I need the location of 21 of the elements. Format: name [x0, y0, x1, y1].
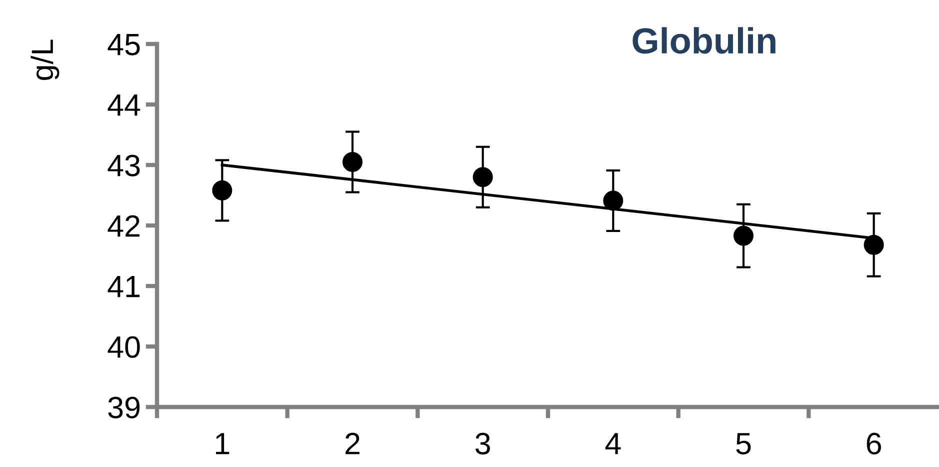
x-tick-label: 5 — [736, 433, 751, 454]
x-tick-label: 1 — [216, 433, 230, 454]
y-tick-label: 39 — [108, 396, 140, 418]
point — [733, 226, 754, 246]
x-tick-label: 4 — [605, 433, 621, 454]
y-tick-label: 40 — [108, 336, 140, 358]
x-tick-label: 2 — [346, 432, 360, 454]
y-axis-title: g/L — [30, 40, 60, 80]
x-tick-label: 3 — [476, 432, 490, 454]
point — [212, 180, 232, 200]
point — [864, 234, 884, 255]
point — [472, 167, 493, 188]
y-tick-label: 45 — [108, 34, 140, 56]
y-tick-label: 44 — [108, 94, 140, 116]
chart-title: Globulin — [632, 27, 776, 54]
y-tick-label: 43 — [108, 154, 140, 176]
y-tick-label: 42 — [108, 215, 140, 237]
point — [603, 190, 624, 211]
point — [342, 152, 363, 172]
x-tick-label: 6 — [866, 432, 881, 454]
y-tick-label: 41 — [108, 276, 140, 298]
